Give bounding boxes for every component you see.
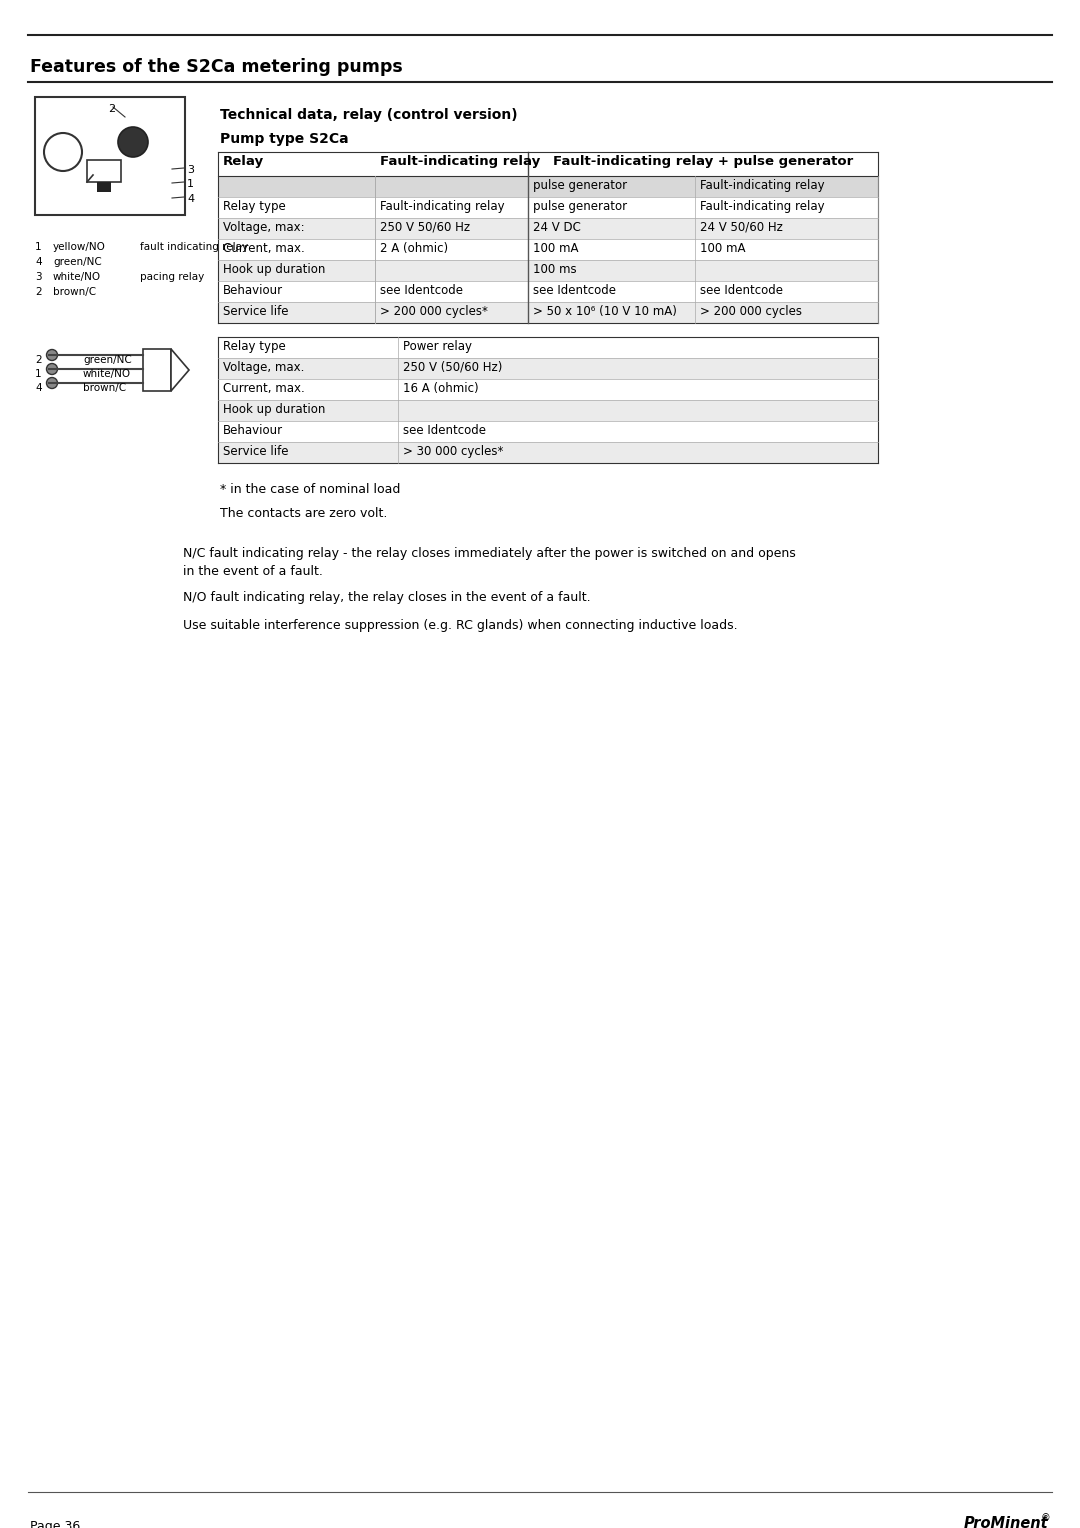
Bar: [218, 197, 878, 219]
Text: white/NO: white/NO: [83, 368, 131, 379]
Text: N/C fault indicating relay - the relay closes immediately after the power is swi: N/C fault indicating relay - the relay c…: [183, 547, 796, 559]
Text: * in the case of nominal load: * in the case of nominal load: [220, 483, 401, 497]
Bar: [218, 176, 878, 197]
Text: Technical data, relay (control version): Technical data, relay (control version): [220, 108, 517, 122]
Text: Pump type S2Ca: Pump type S2Ca: [220, 131, 349, 147]
Text: 3: 3: [35, 272, 42, 283]
Text: see Identcode: see Identcode: [380, 284, 463, 296]
Text: green/NC: green/NC: [83, 354, 132, 365]
Bar: [218, 303, 878, 322]
Text: Relay type: Relay type: [222, 341, 286, 353]
Text: > 30 000 cycles*: > 30 000 cycles*: [403, 445, 503, 458]
Text: in the event of a fault.: in the event of a fault.: [183, 565, 323, 578]
Text: > 200 000 cycles*: > 200 000 cycles*: [380, 306, 488, 318]
Text: Service life: Service life: [222, 445, 288, 458]
Bar: [218, 442, 878, 463]
Text: 100 ms: 100 ms: [534, 263, 577, 277]
Text: Voltage, max:: Voltage, max:: [222, 222, 305, 234]
Text: 24 V DC: 24 V DC: [534, 222, 581, 234]
Text: Page 36: Page 36: [30, 1520, 80, 1528]
Text: Fault-indicating relay + pulse generator: Fault-indicating relay + pulse generator: [553, 154, 853, 168]
Polygon shape: [171, 348, 189, 391]
Bar: [218, 422, 878, 442]
Text: white/NO: white/NO: [53, 272, 102, 283]
Text: brown/C: brown/C: [53, 287, 96, 296]
Text: 2: 2: [35, 287, 42, 296]
Bar: [218, 400, 878, 422]
Bar: [143, 348, 171, 391]
Text: Fault-indicating relay: Fault-indicating relay: [700, 179, 825, 193]
Bar: [218, 379, 878, 400]
Text: Fault-indicating relay: Fault-indicating relay: [700, 200, 825, 212]
Text: ®: ®: [1040, 1513, 1050, 1523]
Text: Use suitable interference suppression (e.g. RC glands) when connecting inductive: Use suitable interference suppression (e…: [183, 619, 738, 633]
Text: 100 mA: 100 mA: [534, 241, 579, 255]
Text: Voltage, max.: Voltage, max.: [222, 361, 305, 374]
Text: 250 V (50/60 Hz): 250 V (50/60 Hz): [403, 361, 502, 374]
Bar: [218, 281, 878, 303]
Text: Hook up duration: Hook up duration: [222, 263, 325, 277]
Text: Current, max.: Current, max.: [222, 241, 305, 255]
Text: Behaviour: Behaviour: [222, 284, 283, 296]
Text: Service life: Service life: [222, 306, 288, 318]
Text: see Identcode: see Identcode: [700, 284, 783, 296]
Circle shape: [46, 350, 57, 361]
Text: Fault-indicating relay: Fault-indicating relay: [380, 200, 504, 212]
Text: 1: 1: [187, 179, 194, 189]
Text: 3: 3: [187, 165, 194, 176]
Text: Relay: Relay: [222, 154, 265, 168]
Text: green/NC: green/NC: [53, 257, 102, 267]
Text: > 50 x 10⁶ (10 V 10 mA): > 50 x 10⁶ (10 V 10 mA): [534, 306, 677, 318]
Text: Features of the S2Ca metering pumps: Features of the S2Ca metering pumps: [30, 58, 403, 76]
Text: brown/C: brown/C: [83, 384, 126, 393]
Text: pacing relay: pacing relay: [140, 272, 204, 283]
Text: 16 A (ohmic): 16 A (ohmic): [403, 382, 478, 396]
Bar: [87, 160, 121, 182]
Circle shape: [44, 133, 82, 171]
Text: 24 V 50/60 Hz: 24 V 50/60 Hz: [700, 222, 783, 234]
Bar: [97, 182, 111, 193]
Text: pulse generator: pulse generator: [534, 200, 627, 212]
Text: Hook up duration: Hook up duration: [222, 403, 325, 416]
Text: 4: 4: [35, 257, 42, 267]
Bar: [218, 358, 878, 379]
Text: 1: 1: [35, 368, 42, 379]
Text: 2 A (ohmic): 2 A (ohmic): [380, 241, 448, 255]
Text: 100 mA: 100 mA: [700, 241, 745, 255]
Circle shape: [46, 364, 57, 374]
Text: fault indicating relay: fault indicating relay: [140, 241, 248, 252]
Text: N/O fault indicating relay, the relay closes in the event of a fault.: N/O fault indicating relay, the relay cl…: [183, 591, 591, 604]
Bar: [218, 338, 878, 358]
Text: pulse generator: pulse generator: [534, 179, 627, 193]
Circle shape: [46, 377, 57, 388]
Text: 2: 2: [108, 104, 116, 115]
Text: 2: 2: [35, 354, 42, 365]
Bar: [218, 151, 878, 176]
Text: Current, max.: Current, max.: [222, 382, 305, 396]
Text: 1: 1: [35, 241, 42, 252]
Text: yellow/NO: yellow/NO: [53, 241, 106, 252]
Text: see Identcode: see Identcode: [534, 284, 616, 296]
Text: The contacts are zero volt.: The contacts are zero volt.: [220, 507, 388, 520]
Bar: [35, 96, 185, 215]
Bar: [218, 260, 878, 281]
Text: 250 V 50/60 Hz: 250 V 50/60 Hz: [380, 222, 470, 234]
Bar: [218, 219, 878, 238]
Text: Power relay: Power relay: [403, 341, 472, 353]
Text: Relay type: Relay type: [222, 200, 286, 212]
Text: 4: 4: [187, 194, 194, 205]
Text: Fault-indicating relay: Fault-indicating relay: [380, 154, 540, 168]
Circle shape: [118, 127, 148, 157]
Text: see Identcode: see Identcode: [403, 423, 486, 437]
Text: ProMinent: ProMinent: [963, 1516, 1048, 1528]
Bar: [218, 238, 878, 260]
Text: 4: 4: [35, 384, 42, 393]
Text: Behaviour: Behaviour: [222, 423, 283, 437]
Text: > 200 000 cycles: > 200 000 cycles: [700, 306, 802, 318]
